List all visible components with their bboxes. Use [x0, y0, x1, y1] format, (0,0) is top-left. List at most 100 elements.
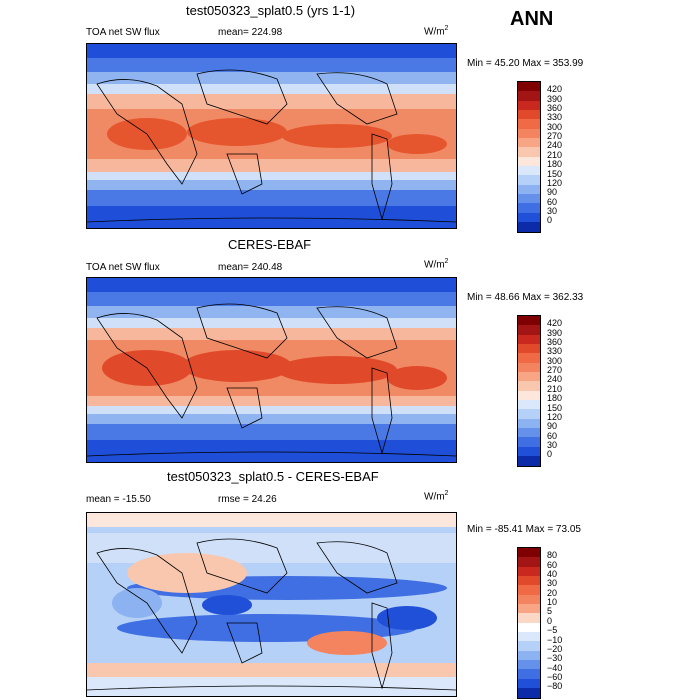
- colorbar-tick-label: 40: [547, 569, 558, 580]
- panel-1-map: [86, 43, 457, 229]
- colorbar-cell: [518, 110, 540, 120]
- panel-3-rmse: rmse = 24.26: [218, 494, 277, 505]
- panel-3-units: W/m2: [424, 490, 449, 503]
- colorbar-cell: [518, 166, 540, 176]
- colorbar-tick-label: 300: [547, 121, 563, 132]
- colorbar-cell: [518, 576, 540, 586]
- colorbar-cell: [518, 334, 540, 345]
- colorbar-cell: [518, 184, 540, 195]
- colorbar-cell: [518, 82, 540, 92]
- colorbar-tick-label: 360: [547, 103, 563, 114]
- colorbar-tick-label: 0: [547, 449, 553, 460]
- colorbar-tick-label: 90: [547, 187, 558, 198]
- colorbar-tick-label: 390: [547, 93, 563, 104]
- colorbar-tick-label: 240: [547, 374, 563, 385]
- colorbar-tick-label: −10: [547, 634, 563, 645]
- colorbar-tick-label: 60: [547, 559, 558, 570]
- colorbar-tick-label: 30: [547, 439, 558, 450]
- colorbar-tick-label: 180: [547, 393, 563, 404]
- colorbar-cell: [518, 632, 540, 642]
- panel-2-units: W/m2: [424, 258, 449, 271]
- colorbar-tick-label: 390: [547, 327, 563, 338]
- colorbar-tick-label: 90: [547, 421, 558, 432]
- colorbar-cell: [518, 418, 540, 429]
- colorbar-cell: [518, 362, 540, 373]
- colorbar-tick-label: 120: [547, 177, 563, 188]
- colorbar-tick-label: 60: [547, 196, 558, 207]
- colorbar-cell: [518, 147, 540, 157]
- colorbar-cell: [518, 390, 540, 401]
- colorbar-cell: [518, 548, 540, 558]
- colorbar-tick-label: −20: [547, 643, 563, 654]
- panel-2-mean: mean= 240.48: [218, 262, 283, 273]
- colorbar-cell: [518, 138, 540, 148]
- panel-2-minmax: Min = 48.66 Max = 362.33: [467, 292, 584, 303]
- colorbar-tick-label: 5: [547, 606, 553, 617]
- panel-1-units: W/m2: [424, 25, 449, 38]
- colorbar-cell: [518, 650, 540, 661]
- colorbar-cell: [518, 688, 540, 698]
- colorbar-cell: [518, 316, 540, 326]
- colorbar-cell: [518, 456, 540, 466]
- panel-3-title: test050323_splat0.5 - CERES-EBAF: [167, 469, 379, 484]
- colorbar-cell: [518, 194, 540, 204]
- colorbar-cell: [518, 128, 540, 139]
- colorbar-tick-label: 120: [547, 411, 563, 422]
- colorbar-tick-label: 360: [547, 337, 563, 348]
- colorbar-cell: [518, 344, 540, 354]
- colorbar-tick-label: 0: [547, 615, 553, 626]
- colorbar-cell: [518, 566, 540, 577]
- colorbar-tick-label: 330: [547, 346, 563, 357]
- colorbar-tick-label: 270: [547, 131, 563, 142]
- colorbar-cell: [518, 119, 540, 129]
- colorbar-tick-label: 420: [547, 84, 563, 95]
- colorbar-tick-label: −30: [547, 653, 563, 664]
- panel-2-map: [86, 277, 457, 463]
- colorbar-cell: [518, 437, 540, 447]
- panel-1-title: test050323_splat0.5 (yrs 1-1): [186, 3, 356, 18]
- colorbar-cell: [518, 325, 540, 335]
- colorbar-cell: [518, 409, 540, 419]
- colorbar-tick-label: 210: [547, 383, 563, 394]
- colorbar-tick-label: −80: [547, 681, 563, 692]
- panel-3-colorbar: [517, 547, 541, 699]
- colorbar-tick-label: −60: [547, 671, 563, 682]
- colorbar-cell: [518, 585, 540, 595]
- colorbar-cell: [518, 613, 540, 623]
- colorbar-tick-label: 330: [547, 112, 563, 123]
- panel-1-minmax: Min = 45.20 Max = 353.99: [467, 58, 584, 69]
- colorbar-tick-label: −5: [547, 625, 558, 636]
- panel-3-mean: mean = -15.50: [86, 494, 151, 505]
- colorbar-cell: [518, 622, 540, 633]
- panel-1-colorbar: [517, 81, 541, 233]
- colorbar-tick-label: 270: [547, 365, 563, 376]
- panel-3-minmax: Min = -85.41 Max = 73.05: [467, 524, 581, 535]
- colorbar-tick-label: 30: [547, 205, 558, 216]
- colorbar-cell: [518, 678, 540, 689]
- colorbar-tick-label: 420: [547, 318, 563, 329]
- panel-3-field: [87, 513, 456, 696]
- colorbar-cell: [518, 660, 540, 670]
- colorbar-tick-label: 210: [547, 149, 563, 160]
- colorbar-tick-label: 300: [547, 355, 563, 366]
- colorbar-tick-label: 150: [547, 168, 563, 179]
- colorbar-tick-label: 0: [547, 215, 553, 226]
- colorbar-tick-label: 150: [547, 402, 563, 413]
- colorbar-cell: [518, 222, 540, 232]
- colorbar-cell: [518, 353, 540, 363]
- colorbar-cell: [518, 594, 540, 605]
- colorbar-tick-label: 240: [547, 140, 563, 151]
- colorbar-cell: [518, 641, 540, 651]
- panel-3-map: [86, 512, 457, 697]
- colorbar-cell: [518, 156, 540, 167]
- panel-2-colorbar: [517, 315, 541, 467]
- colorbar-tick-label: −40: [547, 662, 563, 673]
- colorbar-tick-label: 30: [547, 578, 558, 589]
- panel-2-variable: TOA net SW flux: [86, 262, 160, 273]
- colorbar-cell: [518, 203, 540, 213]
- colorbar-cell: [518, 446, 540, 457]
- colorbar-tick-label: 20: [547, 587, 558, 598]
- colorbar-cell: [518, 604, 540, 614]
- panel-2-title: CERES-EBAF: [228, 237, 312, 252]
- panel-1-mean: mean= 224.98: [218, 27, 283, 38]
